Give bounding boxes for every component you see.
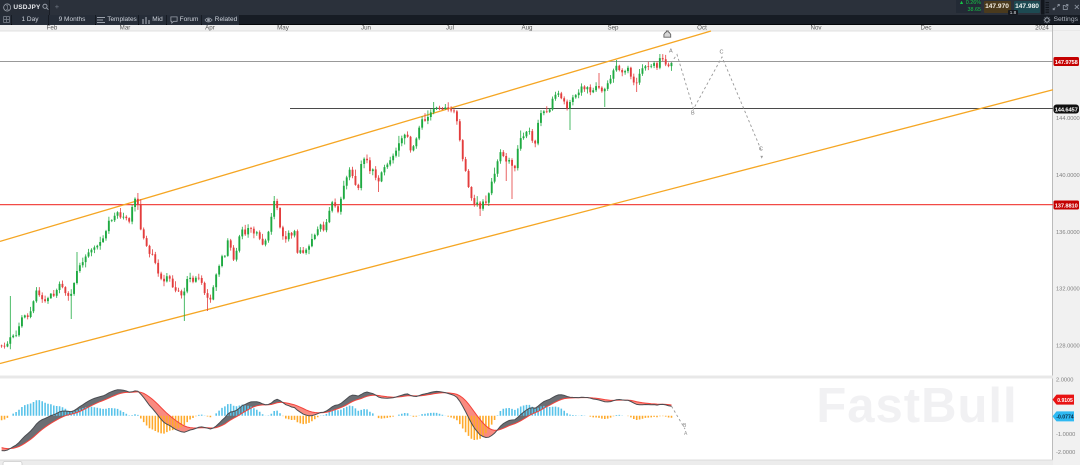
svg-text:2024: 2024 [1035,25,1049,32]
svg-text:C: C [720,50,724,56]
svg-text:▼: ▼ [760,155,764,160]
svg-text:Apr: Apr [205,25,215,32]
svg-text:Jun: Jun [361,25,372,32]
svg-text:2.0000: 2.0000 [1056,378,1073,384]
svg-text:144.6457: 144.6457 [1055,107,1078,113]
svg-text:FastBull: FastBull [816,379,1017,433]
svg-text:144.0000: 144.0000 [1056,116,1080,122]
svg-text:128.0000: 128.0000 [1056,344,1080,350]
svg-text:Jul: Jul [446,25,454,32]
svg-text:137.8810: 137.8810 [1055,203,1078,209]
svg-text:140.0000: 140.0000 [1056,173,1080,179]
svg-text:-2.0000: -2.0000 [1056,450,1075,456]
svg-text:B: B [691,111,695,117]
svg-text:B: B [683,423,687,429]
svg-text:Aug: Aug [521,25,533,32]
svg-text:-0.0774: -0.0774 [1056,415,1073,421]
svg-text:0.9105: 0.9105 [1057,398,1073,404]
svg-text:Dec: Dec [920,25,931,32]
svg-text:Feb: Feb [47,25,58,32]
svg-text:C: C [759,147,763,153]
svg-text:Mar: Mar [120,25,131,32]
svg-text:Nov: Nov [810,25,822,32]
svg-text:Oct: Oct [697,25,707,32]
svg-text:Sep: Sep [607,25,619,32]
svg-text:1: 1 [6,5,10,11]
svg-text:May: May [277,25,290,32]
svg-text:A: A [669,49,673,55]
svg-text:-1.0000: -1.0000 [1056,432,1075,438]
svg-text:147.9758: 147.9758 [1055,60,1078,66]
svg-text:A: A [684,431,688,437]
svg-text:132.0000: 132.0000 [1056,287,1080,293]
svg-text:136.0000: 136.0000 [1056,230,1080,236]
